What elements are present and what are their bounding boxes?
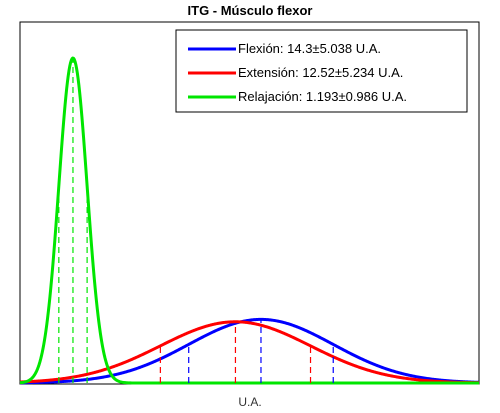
curves-layer <box>19 56 480 385</box>
curve-extension <box>19 320 480 385</box>
legend-label-flexion: Flexión: 14.3±5.038 U.A. <box>238 41 381 56</box>
legend: Flexión: 14.3±5.038 U.A. Extensión: 12.5… <box>175 29 468 113</box>
legend-label-extension: Extensión: 12.52±5.234 U.A. <box>238 65 403 80</box>
curve-relajacion <box>19 56 480 385</box>
sigma-lines-layer <box>58 58 334 383</box>
curve-flexion <box>19 317 480 385</box>
chart-title: ITG - Músculo flexor <box>188 3 313 18</box>
x-axis-label: U.A. <box>238 395 261 409</box>
legend-label-relajacion: Relajación: 1.193±0.986 U.A. <box>238 89 407 104</box>
